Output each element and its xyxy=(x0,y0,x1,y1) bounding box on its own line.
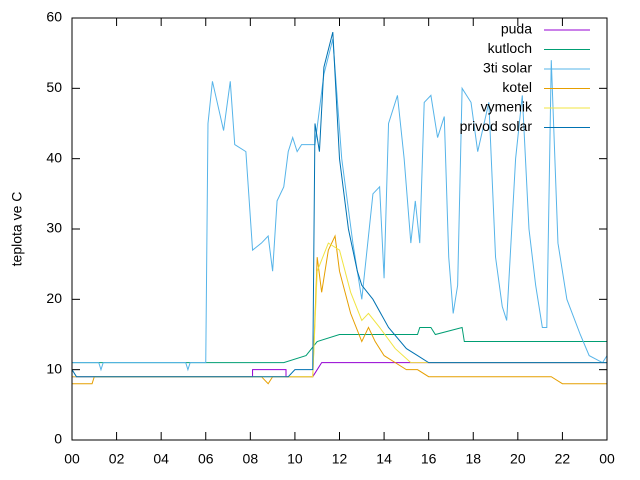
x-tick-label: 04 xyxy=(153,451,169,467)
x-tick-label: 06 xyxy=(198,451,214,467)
y-tick-label: 50 xyxy=(46,79,62,95)
plot-border xyxy=(71,17,608,441)
series-line xyxy=(72,326,607,364)
y-tick-label: 40 xyxy=(46,149,62,165)
legend-label: 3ti solar xyxy=(483,60,532,76)
series-line xyxy=(72,38,608,372)
x-tick-label: 08 xyxy=(243,451,259,467)
series-line xyxy=(72,362,607,378)
x-tick-label: 20 xyxy=(510,451,526,467)
x-tick-label: 14 xyxy=(376,451,392,467)
legend-label: kotel xyxy=(502,79,532,95)
y-tick-label: 60 xyxy=(46,9,62,25)
legend-label: vymenik xyxy=(481,99,533,115)
x-tick-label: 10 xyxy=(287,451,303,467)
x-tick-label: 22 xyxy=(555,451,571,467)
x-tick-label: 02 xyxy=(109,451,125,467)
x-tick-label: 18 xyxy=(465,451,481,467)
series-line xyxy=(72,234,607,385)
y-tick-label: 20 xyxy=(46,290,62,306)
legend-label: puda xyxy=(501,21,532,37)
series-line xyxy=(72,242,607,378)
y-tick-label: 30 xyxy=(46,220,62,236)
x-tick-label: 00 xyxy=(64,451,80,467)
x-tick-label: 00 xyxy=(599,451,615,467)
y-axis-label: teplota ve C xyxy=(9,192,25,267)
series-line xyxy=(71,31,607,378)
x-tick-label: 16 xyxy=(421,451,437,467)
x-tick-label: 12 xyxy=(332,451,348,467)
legend-label: privod solar xyxy=(460,118,533,134)
legend-label: kutloch xyxy=(488,40,532,56)
y-tick-label: 10 xyxy=(46,360,62,376)
y-tick-label: 0 xyxy=(54,431,62,447)
